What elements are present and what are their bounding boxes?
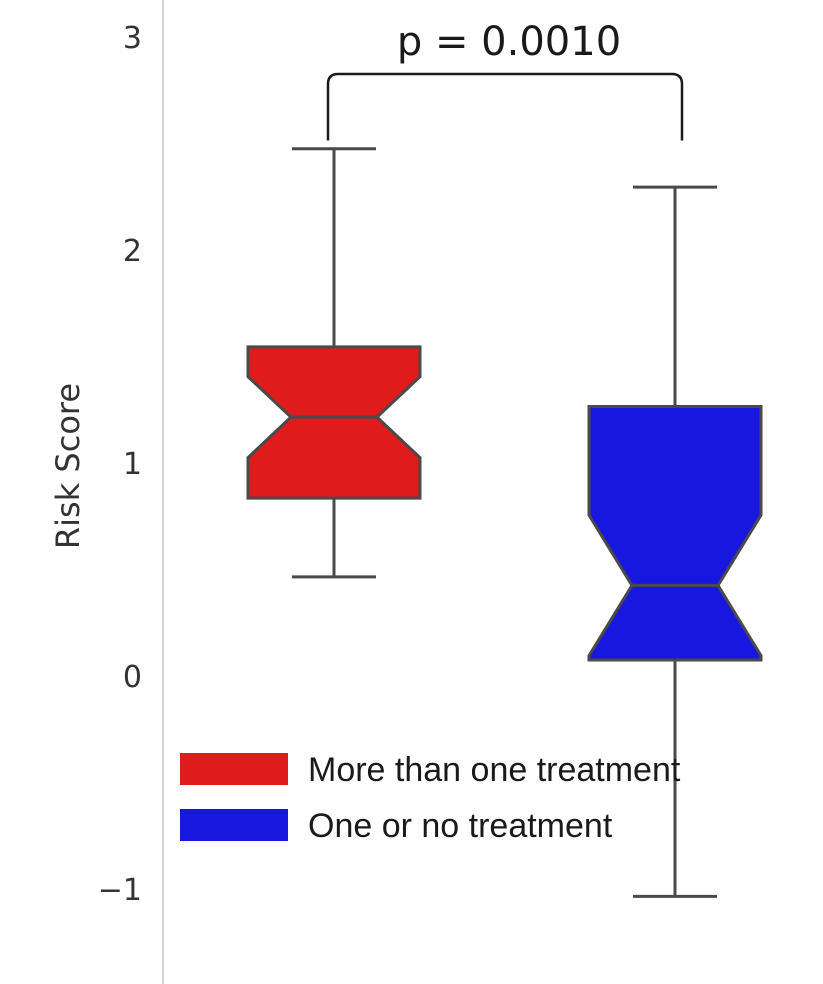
y-axis-title: Risk Score	[49, 383, 87, 549]
notched-box	[587, 404, 763, 662]
legend: More than one treatment One or no treatme…	[180, 751, 681, 845]
legend-label: More than one treatment	[308, 751, 681, 789]
y-tick-label: 2	[123, 234, 142, 269]
y-tick-labels: 3 2 1 0 −1	[98, 21, 142, 908]
y-tick-label: 1	[123, 447, 142, 482]
significance-annotation: p = 0.0010	[326, 19, 684, 141]
legend-label: One or no treatment	[308, 807, 613, 845]
notched-box	[246, 345, 422, 500]
p-value-label: p = 0.0010	[397, 19, 621, 65]
y-tick-label: 0	[123, 660, 142, 695]
box-group	[246, 147, 422, 579]
significance-bracket	[326, 72, 684, 141]
box-group	[587, 185, 763, 898]
legend-swatch	[180, 809, 288, 841]
y-tick-label: 3	[123, 21, 142, 56]
legend-swatch	[180, 753, 288, 785]
y-tick-label: −1	[98, 873, 142, 908]
boxes	[246, 147, 763, 898]
